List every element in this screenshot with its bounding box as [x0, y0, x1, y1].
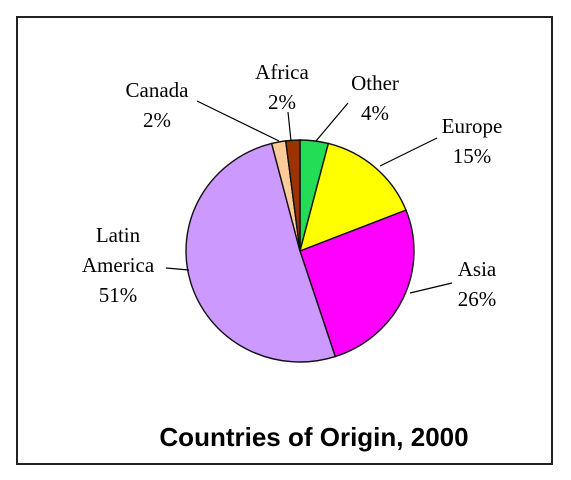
- chart-title: Countries of Origin, 2000: [159, 422, 468, 452]
- pie-slice-latin-america: [185, 142, 337, 363]
- slice-label-asia: Asia 26%: [458, 257, 497, 311]
- leader-line-asia: [409, 282, 453, 294]
- pie-slice-africa: [284, 139, 301, 252]
- leader-line-canada: [196, 100, 280, 142]
- pie-slice-asia: [299, 209, 415, 358]
- slice-label-africa: Africa 2%: [255, 60, 309, 114]
- slice-label-europe: Europe 15%: [442, 114, 503, 168]
- leader-line-africa: [287, 111, 292, 142]
- slice-label-canada: Canada 2%: [126, 78, 190, 132]
- slice-label-latin-america: Latin America 51%: [82, 223, 155, 307]
- slice-label-other: Other 4%: [351, 71, 399, 125]
- pie-slice-europe: [298, 142, 407, 253]
- leader-line-europe: [379, 137, 438, 167]
- leader-line-other: [315, 102, 349, 142]
- leader-line-latin-america: [165, 267, 190, 271]
